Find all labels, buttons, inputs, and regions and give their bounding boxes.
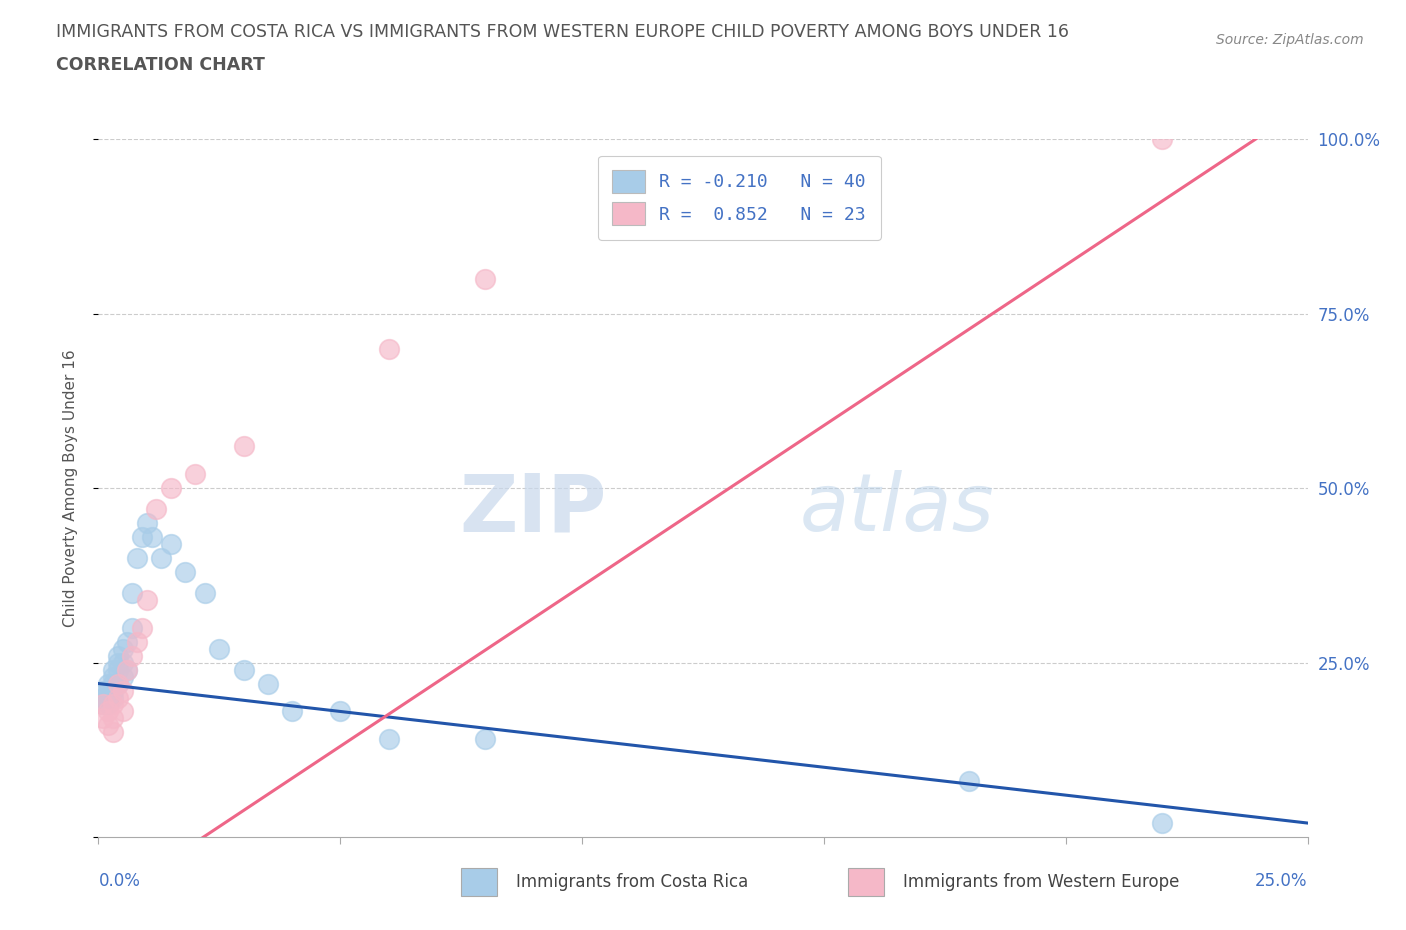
Point bbox=[97, 704, 120, 719]
Point bbox=[160, 537, 183, 551]
Point bbox=[91, 698, 114, 712]
Point bbox=[91, 698, 114, 712]
Point bbox=[111, 704, 134, 719]
Text: Immigrants from Costa Rica: Immigrants from Costa Rica bbox=[516, 873, 748, 891]
Point bbox=[145, 502, 167, 517]
Point bbox=[101, 698, 124, 712]
Point bbox=[91, 690, 114, 705]
Point bbox=[957, 774, 980, 789]
Point bbox=[121, 620, 143, 635]
Point bbox=[141, 530, 163, 545]
Point bbox=[107, 648, 129, 663]
Point bbox=[101, 662, 124, 677]
Point bbox=[1152, 132, 1174, 147]
Point bbox=[474, 272, 496, 286]
Point bbox=[101, 690, 124, 705]
Point bbox=[474, 732, 496, 747]
Text: 0.0%: 0.0% bbox=[98, 872, 141, 890]
Point bbox=[174, 565, 197, 579]
Point bbox=[111, 670, 134, 684]
Point bbox=[377, 341, 399, 356]
Point bbox=[377, 732, 399, 747]
Point bbox=[232, 662, 254, 677]
FancyBboxPatch shape bbox=[461, 869, 498, 897]
Text: Source: ZipAtlas.com: Source: ZipAtlas.com bbox=[1216, 33, 1364, 46]
Text: atlas: atlas bbox=[800, 471, 994, 548]
Point bbox=[127, 634, 149, 649]
Text: 25.0%: 25.0% bbox=[1256, 872, 1308, 890]
Point bbox=[107, 656, 129, 671]
Point bbox=[97, 698, 120, 712]
Point bbox=[107, 690, 129, 705]
Point bbox=[135, 592, 157, 607]
Point bbox=[101, 670, 124, 684]
Point bbox=[101, 676, 124, 691]
Point bbox=[281, 704, 304, 719]
Point bbox=[97, 718, 120, 733]
Point bbox=[256, 676, 278, 691]
Text: ZIP: ZIP bbox=[458, 471, 606, 548]
Point bbox=[101, 683, 124, 698]
Point bbox=[150, 551, 173, 565]
Point bbox=[97, 690, 120, 705]
Point bbox=[91, 711, 114, 725]
Point bbox=[117, 662, 139, 677]
Point bbox=[101, 725, 124, 740]
FancyBboxPatch shape bbox=[848, 869, 884, 897]
Point bbox=[131, 620, 153, 635]
Point bbox=[97, 676, 120, 691]
Point bbox=[111, 656, 134, 671]
Point bbox=[91, 683, 114, 698]
Point bbox=[135, 515, 157, 530]
Point bbox=[232, 439, 254, 454]
Point bbox=[117, 634, 139, 649]
Point bbox=[107, 662, 129, 677]
Point bbox=[160, 481, 183, 496]
Point bbox=[1152, 816, 1174, 830]
Point bbox=[111, 683, 134, 698]
Point bbox=[194, 586, 217, 601]
Point bbox=[131, 530, 153, 545]
Point bbox=[117, 662, 139, 677]
Text: CORRELATION CHART: CORRELATION CHART bbox=[56, 56, 266, 73]
Y-axis label: Child Poverty Among Boys Under 16: Child Poverty Among Boys Under 16 bbox=[63, 350, 77, 627]
Point bbox=[121, 648, 143, 663]
Text: Immigrants from Western Europe: Immigrants from Western Europe bbox=[903, 873, 1178, 891]
Point bbox=[208, 642, 231, 657]
Legend: R = -0.210   N = 40, R =  0.852   N = 23: R = -0.210 N = 40, R = 0.852 N = 23 bbox=[598, 155, 880, 240]
Point bbox=[101, 711, 124, 725]
Point bbox=[107, 676, 129, 691]
Point bbox=[329, 704, 352, 719]
Point bbox=[97, 683, 120, 698]
Point bbox=[127, 551, 149, 565]
Point bbox=[111, 642, 134, 657]
Point bbox=[184, 467, 207, 482]
Point bbox=[107, 676, 129, 691]
Text: IMMIGRANTS FROM COSTA RICA VS IMMIGRANTS FROM WESTERN EUROPE CHILD POVERTY AMONG: IMMIGRANTS FROM COSTA RICA VS IMMIGRANTS… bbox=[56, 23, 1069, 41]
Point bbox=[121, 586, 143, 601]
